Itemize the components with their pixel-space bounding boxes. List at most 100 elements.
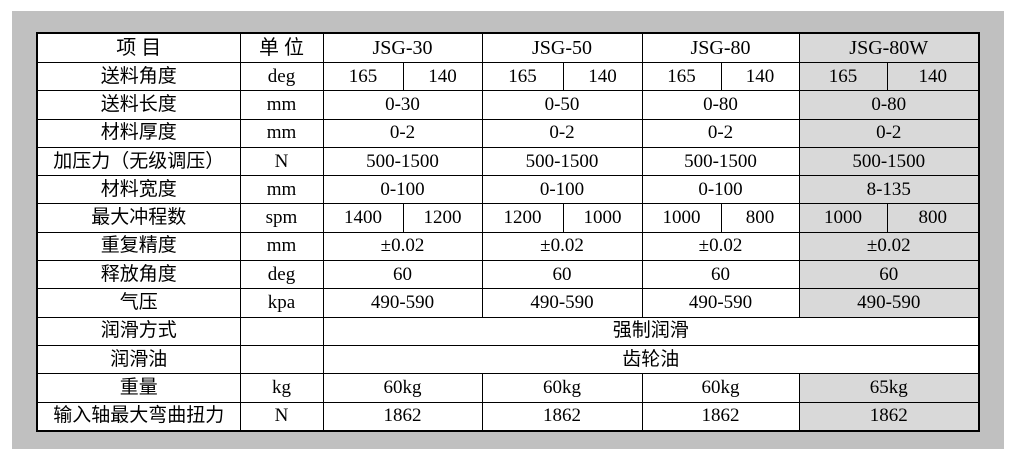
value-cell: 500-1500 <box>641 146 800 177</box>
spec-row-material-thickness: 材料厚度 mm 0-2 0-2 0-2 0-2 <box>36 118 980 148</box>
value-cell: 490-590 <box>322 288 483 318</box>
value-cell: 490-590 <box>798 288 980 318</box>
spec-row-repeat-accuracy: 重复精度 mm ±0.02 ±0.02 ±0.02 ±0.02 <box>36 231 980 262</box>
value-cell: 1862 <box>798 401 980 432</box>
value-cell: 140 <box>402 61 483 92</box>
unit-cell: mm <box>239 231 324 262</box>
value-cell: 0-30 <box>322 90 483 120</box>
spec-row-feed-angle: 送料角度 deg 165 140 165 140 165 140 165 140 <box>36 61 980 92</box>
value-cell: 1862 <box>481 401 643 432</box>
spec-row-feed-length: 送料长度 mm 0-30 0-50 0-80 0-80 <box>36 90 980 120</box>
item-cell: 重量 <box>36 373 241 403</box>
value-cell: 60 <box>481 260 643 290</box>
item-cell: 输入轴最大弯曲扭力 <box>36 401 241 432</box>
unit-cell: mm <box>239 175 324 205</box>
spec-row-material-width: 材料宽度 mm 0-100 0-100 0-100 8-135 <box>36 175 980 205</box>
unit-cell: mm <box>239 118 324 148</box>
item-cell: 材料宽度 <box>36 175 241 205</box>
value-cell: 490-590 <box>481 288 643 318</box>
value-cell: 500-1500 <box>481 146 643 177</box>
value-cell-merged: 齿轮油 <box>322 344 980 375</box>
value-cell: 0-100 <box>322 175 483 205</box>
item-cell: 送料角度 <box>36 61 241 92</box>
value-cell: 1200 <box>402 203 483 233</box>
value-cell: 500-1500 <box>322 146 483 177</box>
value-cell: 800 <box>720 203 800 233</box>
unit-cell: N <box>239 401 324 432</box>
item-cell: 重复精度 <box>36 231 241 262</box>
page-background-panel: 项目 单位 JSG-30 JSG-50 JSG-80 JSG-80W 送料角度 … <box>12 11 1004 449</box>
item-cell: 润滑方式 <box>36 316 241 346</box>
value-cell: 60 <box>322 260 483 290</box>
value-cell: ±0.02 <box>641 231 800 262</box>
value-cell: 140 <box>720 61 800 92</box>
value-cell: 1000 <box>641 203 722 233</box>
header-row: 项目 单位 JSG-30 JSG-50 JSG-80 JSG-80W <box>36 32 980 63</box>
spec-row-lubricant-oil: 润滑油 齿轮油 <box>36 344 980 375</box>
unit-cell <box>239 344 324 375</box>
item-cell: 释放角度 <box>36 260 241 290</box>
unit-cell: N <box>239 146 324 177</box>
item-cell: 润滑油 <box>36 344 241 375</box>
value-cell: 60kg <box>481 373 643 403</box>
header-model-jsg-50: JSG-50 <box>481 32 643 63</box>
value-cell-merged: 强制润滑 <box>322 316 980 346</box>
value-cell: 0-50 <box>481 90 643 120</box>
value-cell: 1200 <box>481 203 564 233</box>
header-model-jsg-80w: JSG-80W <box>798 32 980 63</box>
value-cell: 65kg <box>798 373 980 403</box>
value-cell: 165 <box>322 61 404 92</box>
value-cell: ±0.02 <box>798 231 980 262</box>
item-cell: 加压力（无级调压） <box>36 146 241 177</box>
value-cell: 490-590 <box>641 288 800 318</box>
item-cell: 材料厚度 <box>36 118 241 148</box>
spec-row-max-strokes: 最大冲程数 spm 1400 1200 1200 1000 1000 800 1… <box>36 203 980 233</box>
item-cell: 最大冲程数 <box>36 203 241 233</box>
spec-row-air-pressure: 气压 kpa 490-590 490-590 490-590 490-590 <box>36 288 980 318</box>
unit-cell: spm <box>239 203 324 233</box>
value-cell: ±0.02 <box>322 231 483 262</box>
value-cell: 140 <box>562 61 643 92</box>
value-cell: 60kg <box>641 373 800 403</box>
value-cell: 60 <box>798 260 980 290</box>
spec-row-weight: 重量 kg 60kg 60kg 60kg 65kg <box>36 373 980 403</box>
value-cell: 1862 <box>322 401 483 432</box>
value-cell: 165 <box>641 61 722 92</box>
value-cell: 800 <box>886 203 980 233</box>
value-cell: 1400 <box>322 203 404 233</box>
value-cell: ±0.02 <box>481 231 643 262</box>
value-cell: 0-2 <box>798 118 980 148</box>
header-item: 项目 <box>36 32 241 63</box>
value-cell: 0-2 <box>322 118 483 148</box>
item-cell: 气压 <box>36 288 241 318</box>
value-cell: 60 <box>641 260 800 290</box>
unit-cell: kpa <box>239 288 324 318</box>
unit-cell <box>239 316 324 346</box>
header-unit: 单位 <box>239 32 324 63</box>
value-cell: 500-1500 <box>798 146 980 177</box>
value-cell: 140 <box>886 61 980 92</box>
unit-cell: mm <box>239 90 324 120</box>
header-model-jsg-30: JSG-30 <box>322 32 483 63</box>
value-cell: 0-80 <box>798 90 980 120</box>
unit-cell: deg <box>239 61 324 92</box>
value-cell: 1862 <box>641 401 800 432</box>
spec-row-pressure-force: 加压力（无级调压） N 500-1500 500-1500 500-1500 5… <box>36 146 980 177</box>
value-cell: 0-80 <box>641 90 800 120</box>
spec-table: 项目 单位 JSG-30 JSG-50 JSG-80 JSG-80W 送料角度 … <box>36 32 980 432</box>
value-cell: 0-100 <box>481 175 643 205</box>
value-cell: 1000 <box>798 203 888 233</box>
value-cell: 165 <box>798 61 888 92</box>
value-cell: 60kg <box>322 373 483 403</box>
spec-row-lubrication-method: 润滑方式 强制润滑 <box>36 316 980 346</box>
unit-cell: deg <box>239 260 324 290</box>
value-cell: 0-100 <box>641 175 800 205</box>
value-cell: 0-2 <box>641 118 800 148</box>
unit-cell: kg <box>239 373 324 403</box>
value-cell: 8-135 <box>798 175 980 205</box>
header-model-jsg-80: JSG-80 <box>641 32 800 63</box>
item-cell: 送料长度 <box>36 90 241 120</box>
spec-row-release-angle: 释放角度 deg 60 60 60 60 <box>36 260 980 290</box>
value-cell: 0-2 <box>481 118 643 148</box>
value-cell: 1000 <box>562 203 643 233</box>
